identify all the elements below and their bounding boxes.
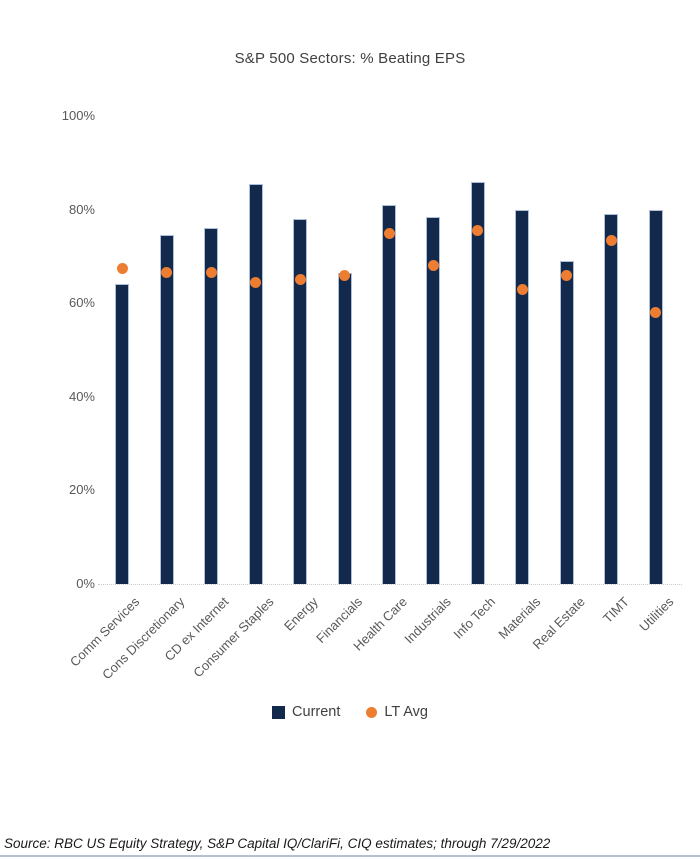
dot-materials: [516, 283, 528, 295]
dot-info-tech: [472, 225, 484, 237]
dot-timt: [605, 234, 617, 246]
dot-real-estate: [561, 269, 573, 281]
lt-avg-swatch-icon: [366, 706, 378, 718]
dot-cd-ex-internet: [205, 267, 217, 279]
x-label-industrials: Industrials: [401, 594, 455, 647]
legend-item-lt-avg: LT Avg: [366, 704, 428, 720]
y-axis-tick-0-: 0%: [76, 576, 95, 591]
chart-title: S&P 500 Sectors: % Beating EPS: [234, 50, 466, 67]
x-axis-baseline: [98, 584, 682, 585]
dot-health-care: [383, 227, 395, 239]
legend-item-current: Current: [272, 704, 340, 720]
y-axis-tick-20-: 20%: [68, 482, 95, 498]
dot-comm-services: [116, 262, 128, 274]
current-swatch-icon: [272, 705, 286, 719]
y-axis-tick-80-: 80%: [68, 201, 95, 217]
bar-cons-discretionary: [159, 235, 174, 584]
dot-energy: [294, 274, 306, 286]
dot-utilities: [650, 307, 662, 319]
dot-consumer-staples: [250, 276, 262, 288]
x-label-energy: Energy: [280, 594, 321, 634]
legend-label-current: Current: [292, 704, 341, 720]
bar-real-estate: [559, 261, 574, 584]
footer-divider: [0, 855, 700, 857]
x-label-info-tech: Info Tech: [450, 594, 499, 642]
x-label-utilities: Utilities: [636, 594, 677, 635]
bar-financials: [337, 272, 352, 584]
x-label-timt: TIMT: [599, 594, 632, 627]
y-axis-tick-40-: 40%: [68, 388, 95, 404]
plot-area: 100% 80% 60% 40% 20% 0% Comm Services Cons Disc…: [61, 108, 682, 683]
bar-cd-ex-internet: [204, 228, 219, 584]
bar-timt: [604, 214, 619, 584]
bar-materials: [515, 209, 530, 584]
dot-financials: [339, 269, 351, 281]
dot-cons-discretionary: [161, 267, 173, 279]
bar-comm-services: [115, 284, 130, 584]
bar-utilities: [648, 209, 663, 584]
bar-health-care: [382, 204, 396, 584]
bar-info-tech: [470, 181, 485, 584]
source-note: Source: RBC US Equity Strategy, S&P Capi…: [4, 836, 551, 851]
dot-industrials: [427, 260, 439, 272]
bar-energy: [293, 218, 308, 584]
x-label-consumer-staples: Consumer Staples: [189, 594, 277, 681]
bar-industrials: [426, 216, 441, 584]
x-label-cons-discretionary: Cons Discretionary: [99, 594, 188, 683]
y-axis-tick-100-: 100%: [61, 108, 95, 123]
bar-consumer-staples: [248, 183, 263, 584]
y-axis-tick-60-: 60%: [68, 295, 95, 311]
legend: Current LT Avg: [0, 704, 700, 720]
legend-label-lt-avg: LT Avg: [384, 704, 428, 720]
